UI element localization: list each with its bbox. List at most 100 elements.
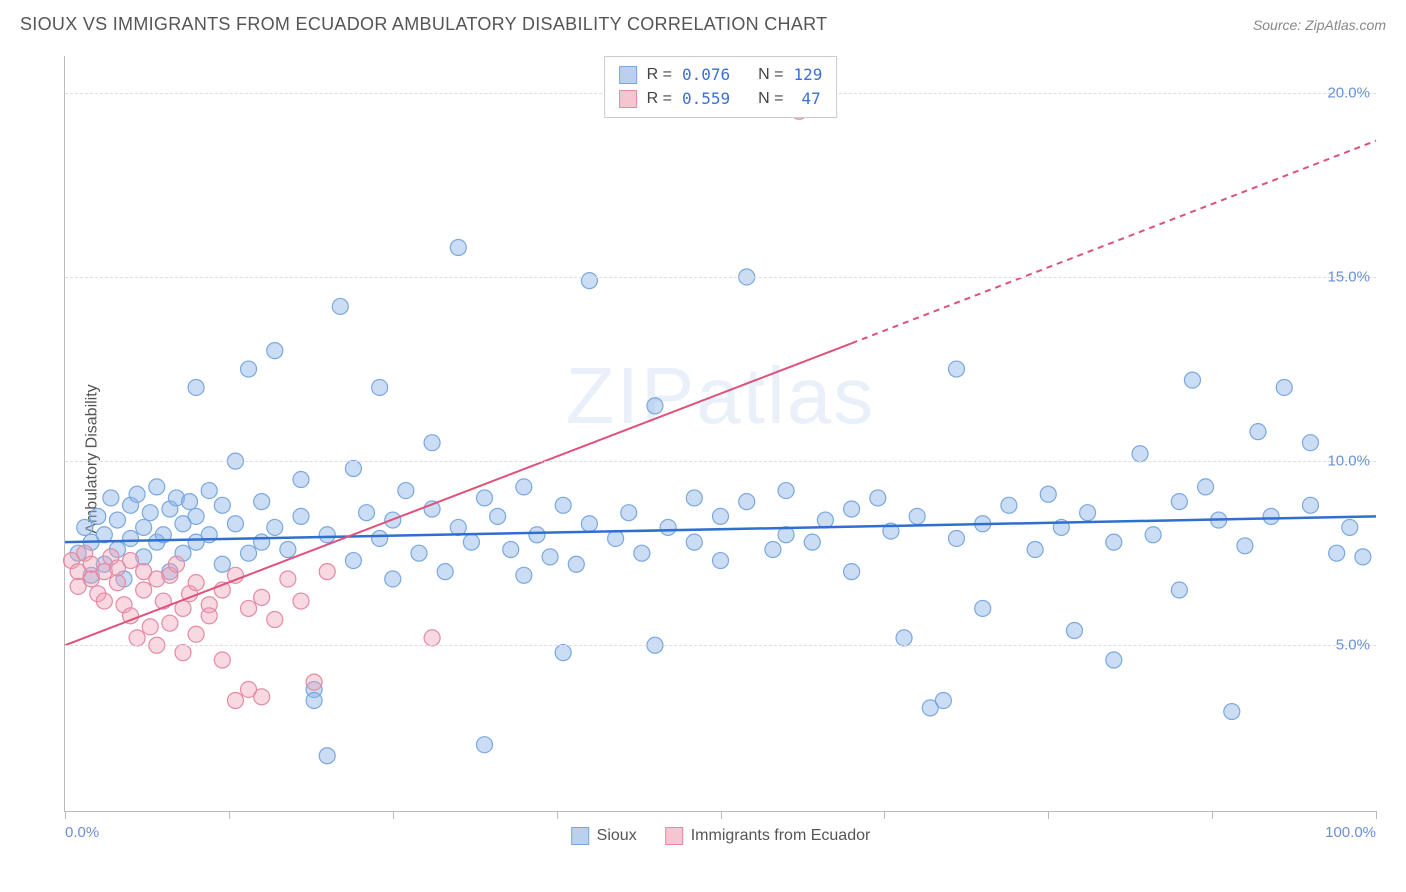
data-point [1342,519,1358,535]
data-point [319,564,335,580]
data-point [1263,508,1279,524]
data-point [660,519,676,535]
data-point [227,693,243,709]
legend-item-2: Immigrants from Ecuador [665,827,871,845]
data-point [713,508,729,524]
swatch-icon [571,827,589,845]
data-point [1302,435,1318,451]
data-point [103,490,119,506]
data-point [188,379,204,395]
n-label: N = [758,63,783,87]
data-point [581,273,597,289]
data-point [411,545,427,561]
data-point [581,516,597,532]
data-point [293,508,309,524]
stats-row-series-1: R = 0.076 N = 129 [619,63,823,87]
data-point [739,494,755,510]
data-point [280,542,296,558]
chart-container: Ambulatory Disability ZIPatlas R = 0.076… [24,50,1386,868]
data-point [1250,424,1266,440]
plot-area: ZIPatlas R = 0.076 N = 129 R = 0.559 N =… [64,56,1376,812]
x-tick [1048,811,1049,819]
data-point [372,379,388,395]
data-point [686,490,702,506]
x-tick [557,811,558,819]
scatter-svg [65,56,1376,811]
data-point [254,494,270,510]
data-point [542,549,558,565]
data-point [267,343,283,359]
data-point [385,571,401,587]
data-point [1106,534,1122,550]
x-tick [1212,811,1213,819]
y-tick-label: 5.0% [1336,637,1370,654]
y-tick-label: 10.0% [1327,453,1370,470]
swatch-icon [619,66,637,84]
data-point [634,545,650,561]
data-point [568,556,584,572]
data-point [188,508,204,524]
data-point [555,497,571,513]
data-point [77,519,93,535]
data-point [516,567,532,583]
data-point [765,542,781,558]
x-tick [65,811,66,819]
data-point [398,483,414,499]
data-point [686,534,702,550]
grid-line [65,461,1376,462]
data-point [241,545,257,561]
legend-label: Sioux [597,827,637,845]
data-point [168,556,184,572]
data-point [241,361,257,377]
data-point [280,571,296,587]
data-point [817,512,833,528]
data-point [713,553,729,569]
data-point [647,398,663,414]
data-point [1027,542,1043,558]
data-point [1329,545,1345,561]
grid-line [65,645,1376,646]
data-point [372,530,388,546]
legend-label: Immigrants from Ecuador [691,827,871,845]
data-point [345,460,361,476]
correlation-stats-box: R = 0.076 N = 129 R = 0.559 N = 47 [604,56,838,118]
data-point [293,593,309,609]
data-point [450,240,466,256]
data-point [214,652,230,668]
data-point [182,494,198,510]
x-tick [721,811,722,819]
data-point [1237,538,1253,554]
data-point [804,534,820,550]
data-point [359,505,375,521]
data-point [214,556,230,572]
data-point [1302,497,1318,513]
data-point [1145,527,1161,543]
data-point [136,582,152,598]
data-point [332,298,348,314]
x-tick [884,811,885,819]
trend-line-2-dashed [852,141,1376,344]
x-tick-label-left: 0.0% [65,824,99,841]
data-point [254,534,270,550]
stats-row-series-2: R = 0.559 N = 47 [619,87,823,111]
data-point [503,542,519,558]
data-point [437,564,453,580]
data-point [555,645,571,661]
data-point [188,575,204,591]
data-point [254,689,270,705]
data-point [142,619,158,635]
x-tick [1376,811,1377,819]
r-value: 0.559 [682,87,730,111]
data-point [424,630,440,646]
data-point [1171,582,1187,598]
y-tick-label: 20.0% [1327,84,1370,101]
data-point [450,519,466,535]
data-point [1224,704,1240,720]
data-point [1184,372,1200,388]
data-point [1198,479,1214,495]
data-point [1355,549,1371,565]
data-point [778,483,794,499]
x-tick-label-right: 100.0% [1325,824,1376,841]
swatch-icon [665,827,683,845]
data-point [608,530,624,546]
